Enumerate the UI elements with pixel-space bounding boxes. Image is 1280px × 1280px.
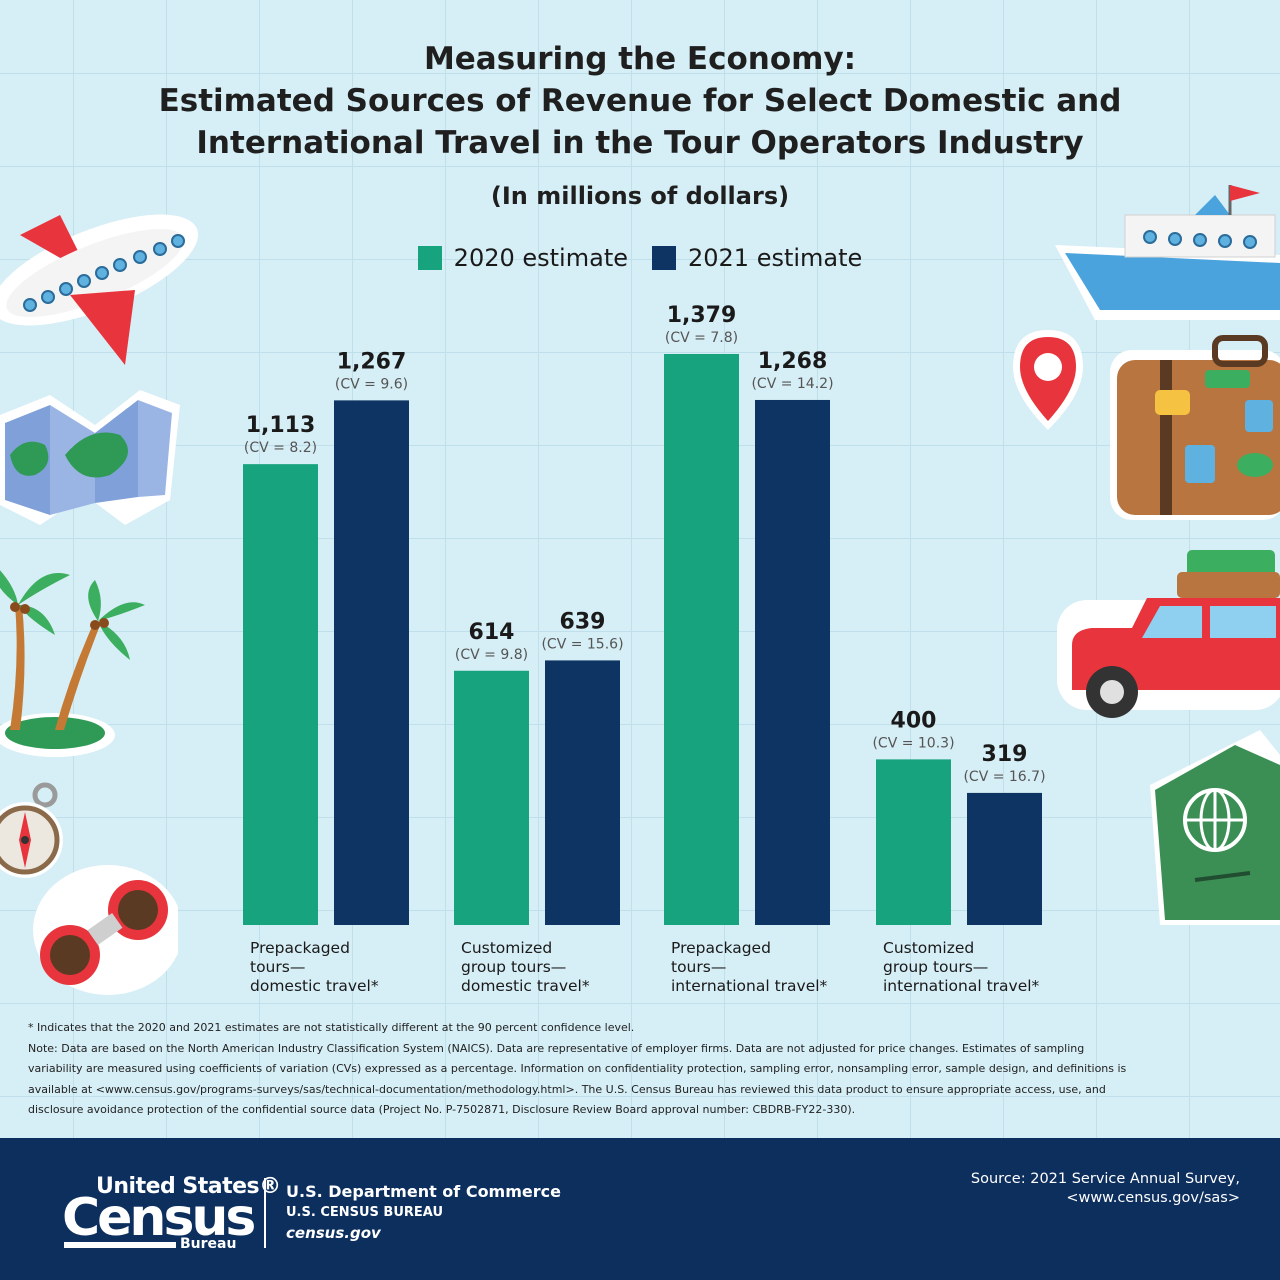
airplane-icon	[0, 214, 199, 365]
suitcase-icon	[1110, 335, 1280, 520]
footnote-asterisk: * Indicates that the 2020 and 2021 estim…	[28, 1021, 635, 1034]
cv-label: (CV = 16.7)	[963, 769, 1045, 785]
category-label: domestic travel*	[461, 977, 590, 995]
bar-2021-1	[334, 400, 409, 926]
census-link[interactable]: census.gov	[286, 1224, 381, 1242]
car-icon	[1057, 550, 1280, 718]
cv-label: (CV = 10.3)	[872, 735, 954, 751]
bureau-name: U.S. CENSUS BUREAU	[286, 1205, 444, 1220]
value-label: 400	[891, 708, 937, 733]
legend-swatch-2020	[417, 246, 442, 270]
cv-label: (CV = 9.8)	[455, 647, 528, 663]
footnotes: * Indicates that the 2020 and 2021 estim…	[28, 1018, 1138, 1121]
category-label: Customized	[461, 939, 552, 957]
source-block: Source: 2021 Service Annual Survey, <www…	[971, 1170, 1240, 1208]
value-label: 639	[560, 609, 606, 634]
logo-main-text: Census	[62, 1188, 256, 1248]
bar-2020-4	[876, 759, 951, 925]
footnote-note: Note: Data are based on the North Americ…	[28, 1041, 1127, 1117]
category-label: Customized	[883, 939, 974, 957]
cv-label: (CV = 15.6)	[541, 636, 623, 652]
ship-icon	[1055, 185, 1280, 320]
category-label: tours—	[671, 958, 726, 976]
category-label: tours—	[250, 958, 305, 976]
value-label: 1,379	[667, 303, 737, 328]
legend-label-2020: 2020 estimate	[453, 244, 628, 272]
legend-item-2021: 2021 estimate	[652, 244, 862, 272]
cv-label: (CV = 14.2)	[751, 376, 833, 392]
bar-2021-2	[545, 660, 620, 925]
legend-swatch-2021	[652, 246, 676, 270]
category-label: international travel*	[671, 977, 828, 995]
bar-2021-4	[967, 792, 1042, 925]
dept-name: U.S. Department of Commerce	[286, 1182, 561, 1201]
category-label: Prepackaged	[250, 939, 350, 957]
cv-label: (CV = 9.6)	[335, 376, 408, 392]
legend-label-2021: 2021 estimate	[688, 244, 863, 272]
legend-item-2020: 2020 estimate	[417, 244, 628, 272]
category-label: group tours—	[461, 958, 566, 976]
bar-chart: 1,113 (CV = 8.2) 1,267 (CV = 9.6) Prepackage…	[243, 303, 1046, 995]
cv-label: (CV = 8.2)	[244, 440, 317, 456]
bar-2020-1	[243, 464, 318, 925]
location-pin-icon	[1013, 330, 1083, 430]
department-block: U.S. Department of Commerce U.S. CENSUS …	[286, 1182, 561, 1242]
footer-divider	[264, 1178, 266, 1248]
source-link[interactable]: <www.census.gov/sas>	[1066, 1190, 1240, 1206]
value-label: 614	[469, 620, 515, 645]
palm-island-icon	[0, 570, 145, 757]
category-label: group tours—	[883, 958, 988, 976]
title-line-3: International Travel in the Tour Operato…	[196, 125, 1084, 161]
value-label: 1,267	[337, 349, 407, 374]
bar-2021-3	[755, 399, 830, 926]
map-icon	[0, 390, 180, 525]
category-label: Prepackaged	[671, 939, 771, 957]
title-line-2: Estimated Sources of Revenue for Select …	[158, 83, 1122, 119]
value-label: 319	[982, 742, 1028, 767]
census-logo[interactable]: United States® Census Bureau	[62, 1174, 281, 1254]
logo-bureau-text: Bureau	[180, 1236, 237, 1252]
binoculars-icon	[33, 865, 178, 995]
footer: United States® Census Bureau U.S. Depart…	[0, 1138, 1280, 1280]
category-label: international travel*	[883, 977, 1040, 995]
logo-underline	[64, 1242, 176, 1248]
value-label: 1,268	[758, 349, 828, 374]
passport-icon	[1150, 730, 1280, 925]
chart-legend: 2020 estimate 2021 estimate	[0, 244, 1280, 272]
bar-2020-2	[454, 670, 529, 925]
cv-label: (CV = 7.8)	[665, 330, 738, 346]
compass-icon	[0, 782, 63, 878]
logo-top-text: United States®	[96, 1174, 281, 1199]
title-line-1: Measuring the Economy:	[423, 41, 857, 77]
category-label: domestic travel*	[250, 977, 379, 995]
chart-title: Measuring the Economy: Estimated Sources…	[0, 38, 1280, 164]
bar-2020-3	[664, 354, 739, 925]
source-line-1: Source: 2021 Service Annual Survey,	[970, 1171, 1240, 1187]
value-label: 1,113	[246, 413, 316, 438]
chart-subtitle: (In millions of dollars)	[490, 182, 790, 210]
